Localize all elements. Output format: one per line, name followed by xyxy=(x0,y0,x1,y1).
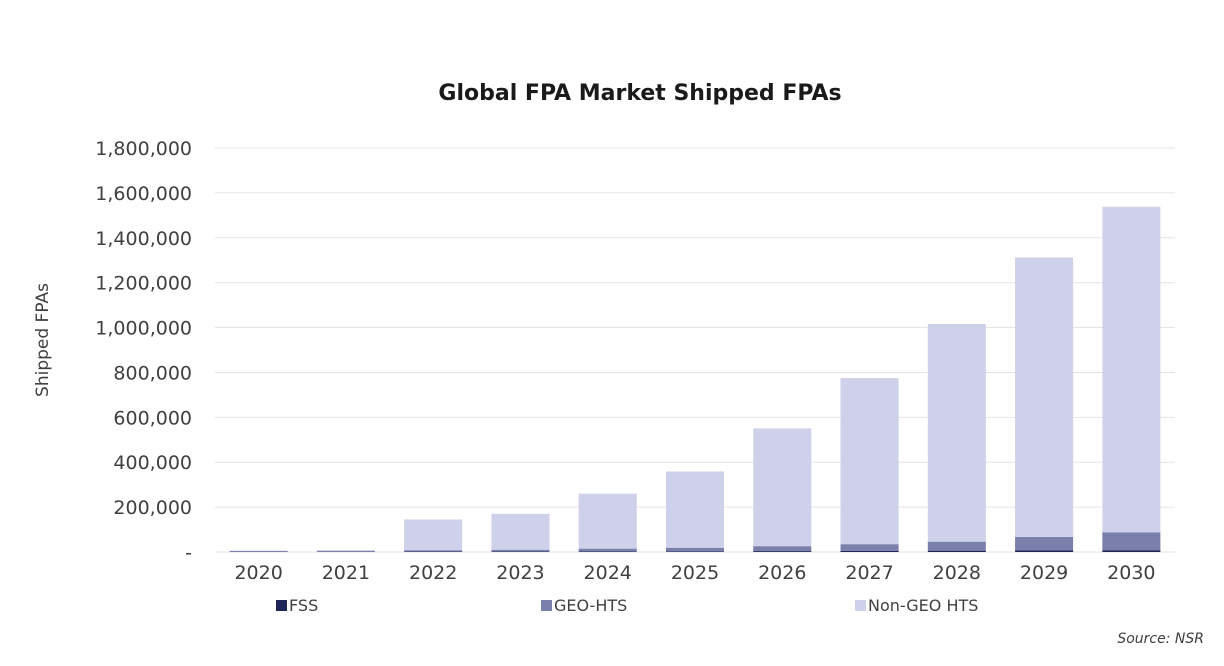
bar-fss-2028 xyxy=(927,550,986,552)
bar-fss-2025 xyxy=(665,551,725,552)
y-axis-title: Shipped FPAs xyxy=(33,283,53,397)
bar-geo-hts-2029 xyxy=(1015,536,1074,551)
bar-fss-2026 xyxy=(753,551,812,552)
x-tick-label: 2025 xyxy=(671,562,719,584)
source-note: Source: NSR xyxy=(1117,631,1204,647)
bar-non-geo-hts-2028 xyxy=(927,323,986,542)
bar-geo-hts-2027 xyxy=(840,544,899,551)
chart-title: Global FPA Market Shipped FPAs xyxy=(438,81,841,106)
bar-non-geo-hts-2026 xyxy=(753,428,812,547)
bar-geo-hts-2026 xyxy=(753,546,812,552)
bar-non-geo-hts-2029 xyxy=(1015,257,1074,537)
bar-non-geo-hts-2023 xyxy=(491,513,550,550)
bar-geo-hts-2024 xyxy=(578,548,637,552)
bar-fss-2030 xyxy=(1102,550,1161,552)
legend-swatch-non-geo-hts xyxy=(855,600,866,611)
y-tick-label: 800,000 xyxy=(113,362,192,384)
legend-label-non-geo-hts: Non-GEO HTS xyxy=(868,596,978,615)
y-tick-label: 1,800,000 xyxy=(95,138,192,160)
bar-geo-hts-2025 xyxy=(665,547,725,552)
y-tick-label: 1,000,000 xyxy=(95,318,192,340)
x-tick-label: 2020 xyxy=(234,562,282,584)
bar-geo-hts-2023 xyxy=(491,549,550,552)
y-tick-label: 1,200,000 xyxy=(95,273,192,295)
y-tick-label: 600,000 xyxy=(113,407,192,429)
legend: FSS GEO-HTS Non-GEO HTS xyxy=(276,596,978,615)
y-axis-ticks: - 200,000 400,000 600,000 800,000 1,000,000 1,… xyxy=(95,138,192,564)
bar-non-geo-hts-2022 xyxy=(404,519,463,551)
bar-non-geo-hts-2024 xyxy=(578,493,637,549)
bar-non-geo-hts-2030 xyxy=(1102,206,1161,533)
bar-non-geo-hts-2025 xyxy=(665,471,725,548)
x-tick-label: 2027 xyxy=(845,562,893,584)
x-tick-label: 2021 xyxy=(322,562,370,584)
y-tick-label: 1,400,000 xyxy=(95,228,192,250)
x-axis-ticks: 2020 2021 2022 2023 2024 2025 2026 2027 2028 2029… xyxy=(234,562,1155,584)
legend-label-geo-hts: GEO-HTS xyxy=(554,596,627,615)
bar-geo-hts-2021 xyxy=(316,550,375,552)
bar-fss-2029 xyxy=(1015,550,1074,552)
x-tick-label: 2030 xyxy=(1107,562,1155,584)
bars xyxy=(229,206,1161,552)
bar-fss-2024 xyxy=(578,551,637,552)
bar-geo-hts-2022 xyxy=(404,550,463,552)
bar-fss-2027 xyxy=(840,550,899,552)
y-tick-label: 1,600,000 xyxy=(95,183,192,205)
gridlines xyxy=(215,147,1175,553)
legend-label-fss: FSS xyxy=(289,596,318,615)
x-tick-label: 2029 xyxy=(1020,562,1068,584)
x-tick-label: 2026 xyxy=(758,562,806,584)
bar-non-geo-hts-2027 xyxy=(840,378,899,545)
y-tick-label: 200,000 xyxy=(113,497,192,519)
y-tick-label: - xyxy=(185,542,192,564)
y-tick-label: 400,000 xyxy=(113,452,192,474)
bar-geo-hts-2020 xyxy=(229,550,288,552)
x-tick-label: 2023 xyxy=(496,562,544,584)
legend-swatch-fss xyxy=(276,600,287,611)
x-tick-label: 2022 xyxy=(409,562,457,584)
bar-geo-hts-2030 xyxy=(1102,532,1161,551)
legend-swatch-geo-hts xyxy=(541,600,552,611)
bar-geo-hts-2028 xyxy=(927,541,986,551)
x-tick-label: 2024 xyxy=(584,562,632,584)
x-tick-label: 2028 xyxy=(933,562,981,584)
